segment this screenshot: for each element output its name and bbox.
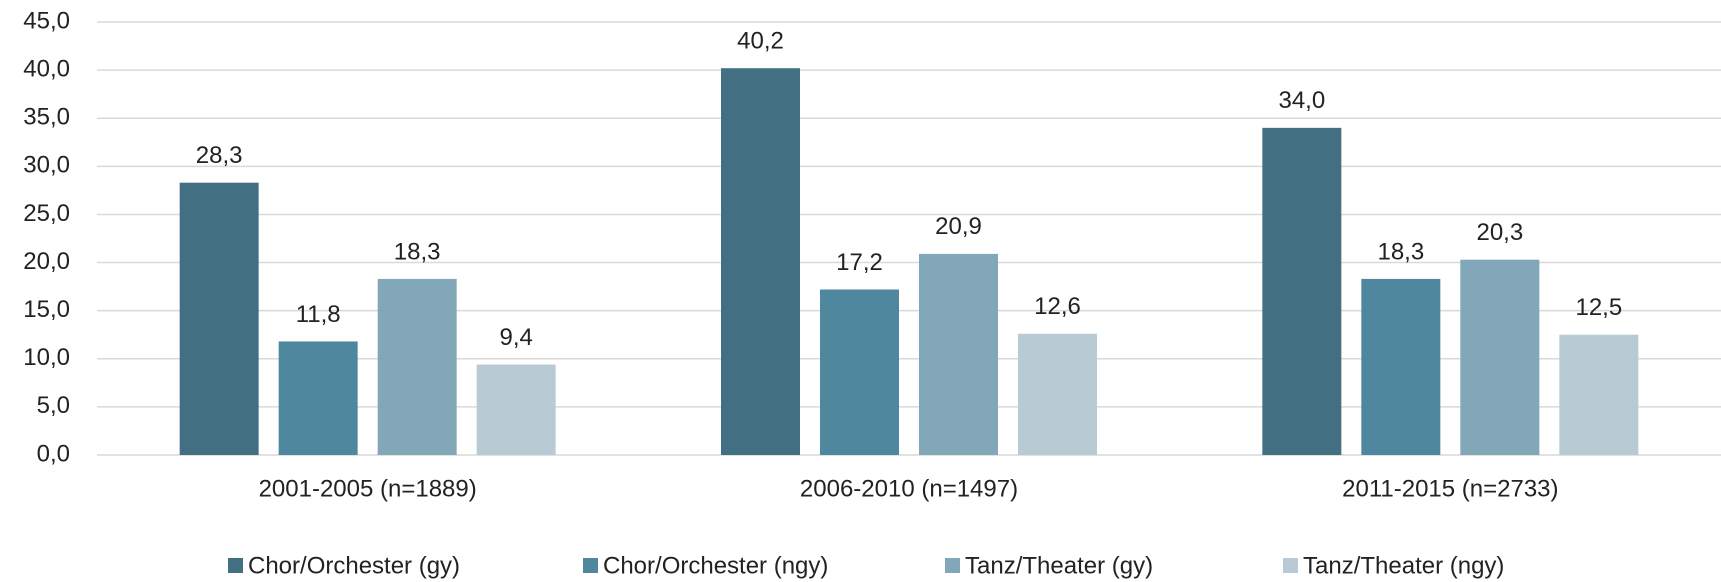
y-tick-label: 10,0 (23, 344, 70, 371)
data-label: 40,2 (737, 28, 784, 55)
data-label: 34,0 (1278, 87, 1325, 114)
legend-label: Tanz/Theater (ngy) (1303, 552, 1504, 579)
y-tick-label: 25,0 (23, 200, 70, 227)
bar (476, 364, 556, 455)
data-label: 11,8 (296, 301, 341, 328)
data-label: 12,5 (1575, 294, 1622, 321)
x-tick-label: 2001-2005 (n=1889) (259, 475, 477, 502)
legend-swatch (1283, 558, 1298, 573)
data-label: 12,6 (1034, 293, 1081, 320)
bar (1018, 333, 1097, 455)
data-label: 28,3 (196, 142, 243, 169)
data-label: 20,3 (1476, 219, 1523, 246)
y-tick-label: 15,0 (23, 296, 70, 323)
x-tick-label: 2011-2015 (n=2733) (1342, 475, 1558, 502)
bar (721, 68, 800, 455)
y-tick-label: 20,0 (23, 248, 70, 275)
data-label: 20,9 (935, 213, 982, 240)
y-tick-label: 40,0 (23, 55, 70, 82)
legend-label: Chor/Orchester (gy) (248, 552, 460, 579)
legend-label: Chor/Orchester (ngy) (603, 552, 828, 579)
data-label: 17,2 (836, 249, 883, 276)
bar (1361, 278, 1441, 455)
bar (179, 182, 259, 456)
legend-swatch (583, 558, 598, 573)
data-label: 18,3 (394, 238, 441, 265)
bar (278, 341, 358, 455)
bar (820, 289, 899, 455)
y-tick-label: 30,0 (23, 152, 70, 179)
legend-swatch (945, 558, 960, 573)
bar (1262, 127, 1342, 455)
bar (919, 253, 998, 455)
bar (1460, 259, 1540, 455)
data-label: 9,4 (499, 324, 532, 351)
y-tick-label: 35,0 (23, 104, 70, 131)
y-tick-label: 5,0 (37, 392, 70, 419)
legend-swatch (228, 558, 243, 573)
bar (1559, 334, 1639, 455)
bar (377, 278, 457, 455)
y-tick-label: 45,0 (23, 7, 70, 34)
data-label: 18,3 (1377, 238, 1424, 265)
x-tick-label: 2006-2010 (n=1497) (800, 475, 1018, 502)
legend-label: Tanz/Theater (gy) (965, 552, 1153, 579)
y-tick-label: 0,0 (37, 440, 70, 467)
